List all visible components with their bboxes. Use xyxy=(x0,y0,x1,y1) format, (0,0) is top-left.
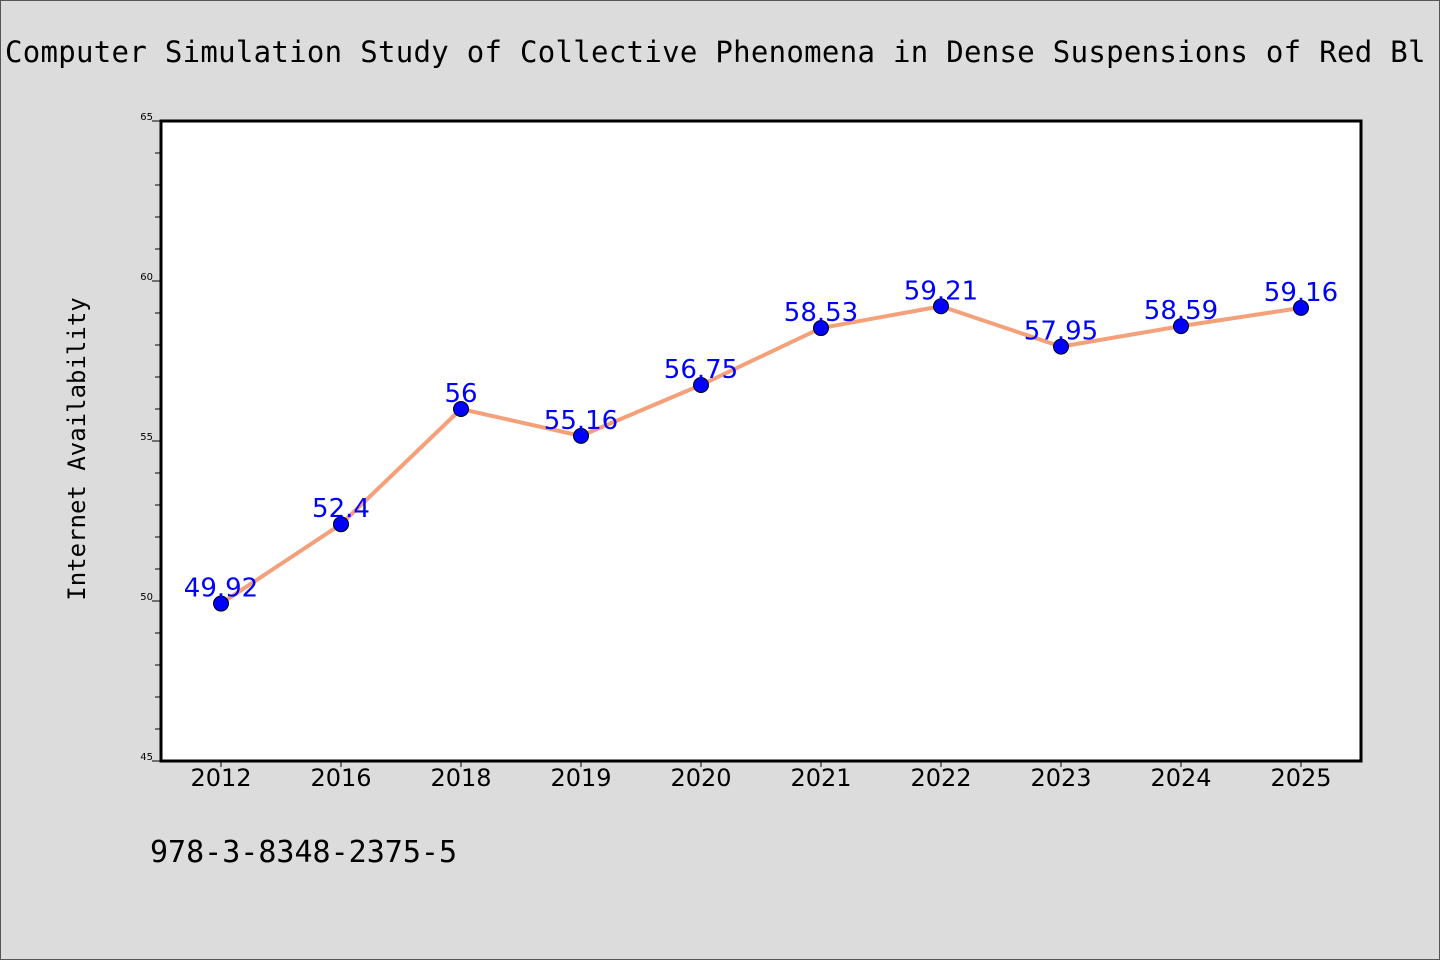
x-tick-label: 2024 xyxy=(1150,764,1211,792)
y-tick-label: 55 xyxy=(140,432,153,443)
plot-frame xyxy=(159,119,1363,763)
data-label: 56.75 xyxy=(664,355,738,385)
data-point xyxy=(213,595,229,612)
data-point xyxy=(1053,338,1069,355)
data-label: 58.59 xyxy=(1144,296,1218,326)
data-point xyxy=(333,516,349,533)
x-tick-label: 2020 xyxy=(670,764,731,792)
data-label: 59.21 xyxy=(904,276,978,306)
series-line xyxy=(219,304,1303,606)
data-label: 49.92 xyxy=(184,574,258,604)
chart-title: Computer Simulation Study of Collective … xyxy=(5,35,1426,69)
data-point xyxy=(1173,318,1189,335)
x-tick-label: 2021 xyxy=(790,764,851,792)
data-label: 57.95 xyxy=(1024,317,1098,347)
x-tick-label: 2022 xyxy=(910,764,971,792)
data-point xyxy=(573,427,589,444)
data-label: 58.53 xyxy=(784,298,858,328)
x-tick-label: 2025 xyxy=(1270,764,1331,792)
x-tick-label: 2023 xyxy=(1030,764,1091,792)
y-axis-title: Internet Availability xyxy=(63,297,91,600)
data-label: 56 xyxy=(444,379,477,409)
y-axis: 45 50 55 60 65 xyxy=(140,112,161,763)
data-point xyxy=(1293,299,1309,316)
x-axis: 2012 2016 2018 2019 2020 2021 2022 2023 2024 2025 xyxy=(190,761,1332,792)
data-point xyxy=(813,320,829,337)
y-tick-label: 65 xyxy=(140,112,153,123)
y-tick-label: 45 xyxy=(140,752,153,763)
data-label: 59.16 xyxy=(1264,278,1338,308)
data-label: 55.16 xyxy=(544,406,618,436)
data-point xyxy=(693,377,709,393)
plot-area xyxy=(161,121,1361,761)
x-tick-label: 2018 xyxy=(430,764,491,792)
x-tick-label: 2019 xyxy=(550,764,611,792)
data-point xyxy=(933,298,949,315)
data-label: 52.4 xyxy=(312,494,370,524)
data-point xyxy=(453,401,469,417)
isbn-text: 978-3-8348-2375-5 xyxy=(150,835,458,870)
x-tick-label: 2012 xyxy=(190,764,251,792)
x-tick-label: 2016 xyxy=(310,764,371,792)
y-tick-label: 60 xyxy=(140,272,153,283)
y-tick-label: 50 xyxy=(140,592,153,603)
series-line-group: 49.92 52.4 56 55.16 56.75 58.53 59.21 57.95 58.5… xyxy=(184,276,1338,612)
